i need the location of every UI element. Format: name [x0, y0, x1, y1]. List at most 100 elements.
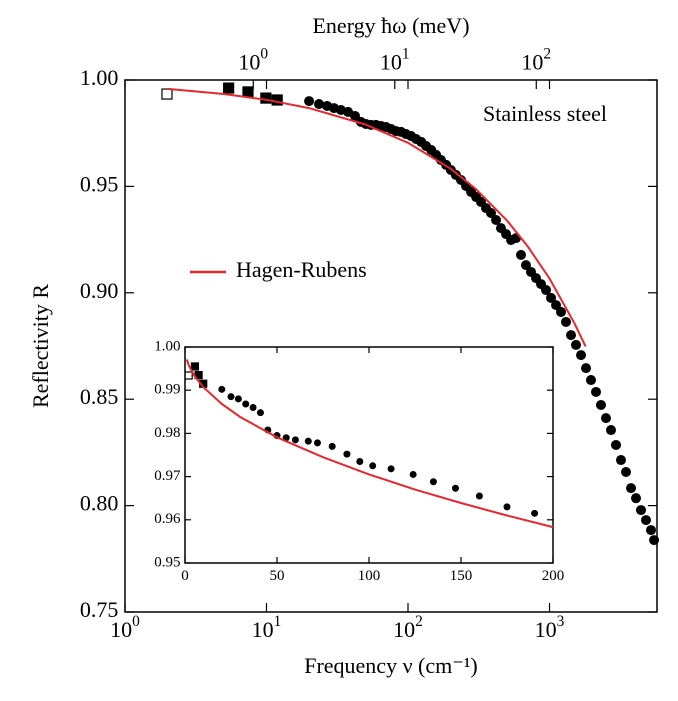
point	[541, 285, 552, 296]
y-tick-label: 0.95	[80, 171, 119, 196]
x-tick-label: 0	[181, 568, 189, 584]
point	[256, 409, 264, 417]
point	[475, 492, 483, 500]
x-tick-label-exponent: 2	[415, 612, 423, 629]
point	[328, 442, 336, 450]
point	[304, 437, 312, 445]
point	[369, 462, 377, 470]
x-axis-label: Frequency ν (cm⁻¹)	[304, 653, 478, 678]
point	[571, 339, 582, 350]
x-tick-label-exponent: 1	[274, 612, 282, 629]
x-tick-label: 100	[358, 568, 381, 584]
point	[223, 82, 235, 94]
line	[185, 359, 554, 529]
point	[546, 292, 557, 303]
x2-tick-label-base: 10	[521, 50, 543, 75]
y-tick-label: 0.97	[154, 468, 181, 484]
point	[641, 515, 652, 526]
point	[491, 215, 502, 226]
y-tick-label: 0.75	[80, 597, 119, 622]
legend-label: Hagen-Rubens	[236, 257, 367, 282]
point	[585, 375, 596, 386]
point	[260, 92, 272, 104]
y-tick-label: 0.80	[80, 491, 119, 516]
point	[190, 362, 200, 371]
point	[356, 457, 364, 465]
line	[167, 87, 587, 347]
point	[313, 439, 321, 447]
x-tick-label: 200	[542, 568, 565, 584]
point	[343, 450, 351, 458]
point	[387, 465, 395, 473]
x2-tick-label: 102	[521, 45, 551, 74]
x-tick-label-base: 10	[393, 617, 415, 642]
point	[631, 493, 642, 504]
y-tick-label: 0.90	[80, 278, 119, 303]
y-axis-label: Reflectivity R	[28, 284, 53, 408]
point	[626, 483, 637, 494]
point	[556, 306, 567, 317]
x-tick-label-base: 10	[535, 617, 557, 642]
x2-tick-label-exponent: 1	[402, 45, 410, 62]
point	[566, 330, 577, 341]
point	[429, 478, 437, 486]
x-tick-label-exponent: 0	[132, 612, 140, 629]
point	[591, 386, 602, 397]
point	[486, 208, 497, 218]
point	[409, 470, 417, 478]
x-tick-label: 150	[450, 568, 473, 584]
x2-axis-label: Energy ħω (meV)	[312, 13, 469, 38]
x2-tick-label-base: 10	[380, 50, 402, 75]
point	[242, 86, 254, 98]
point	[161, 88, 173, 100]
annotation: Stainless steel	[483, 101, 607, 126]
point	[605, 425, 616, 436]
point	[218, 385, 226, 393]
x-tick-label-base: 10	[110, 617, 132, 642]
point	[451, 484, 459, 492]
point	[561, 316, 572, 327]
y-tick-label: 0.85	[80, 384, 119, 409]
y-tick-label: 0.99	[154, 382, 180, 398]
point	[242, 400, 250, 408]
x-tick-label: 103	[535, 612, 565, 641]
x-tick-label: 101	[252, 612, 282, 641]
point	[516, 249, 527, 260]
y-tick-label: 1.00	[154, 338, 180, 354]
point	[249, 403, 257, 411]
point	[595, 399, 606, 410]
y-tick-label: 0.98	[154, 425, 180, 441]
x-tick-label-exponent: 3	[557, 612, 565, 629]
x2-tick-label-base: 10	[238, 50, 260, 75]
x-tick-label: 100	[110, 612, 140, 641]
x-tick-label-base: 10	[252, 617, 274, 642]
y-tick-label: 1.00	[80, 65, 119, 90]
point	[645, 525, 656, 536]
point	[227, 393, 235, 401]
x-tick-label: 50	[270, 568, 285, 584]
point	[581, 363, 592, 374]
y-tick-label: 0.96	[154, 511, 181, 527]
plot-area	[184, 346, 554, 564]
x2-tick-label: 100	[238, 45, 268, 74]
point	[291, 436, 299, 444]
point	[184, 371, 193, 380]
point	[304, 96, 315, 107]
point	[600, 413, 611, 424]
point	[615, 455, 626, 466]
point	[234, 395, 242, 403]
x2-tick-label: 101	[380, 45, 410, 74]
point	[576, 350, 587, 361]
point	[636, 505, 647, 516]
x-tick-label: 102	[393, 612, 423, 641]
point	[314, 99, 325, 110]
y-tick-label: 0.95	[154, 554, 180, 570]
x2-tick-label-exponent: 2	[543, 45, 551, 62]
point	[620, 466, 631, 477]
point	[531, 509, 539, 517]
point	[611, 439, 622, 450]
point	[649, 535, 660, 546]
point	[503, 503, 511, 511]
x2-tick-label-exponent: 0	[260, 45, 268, 62]
